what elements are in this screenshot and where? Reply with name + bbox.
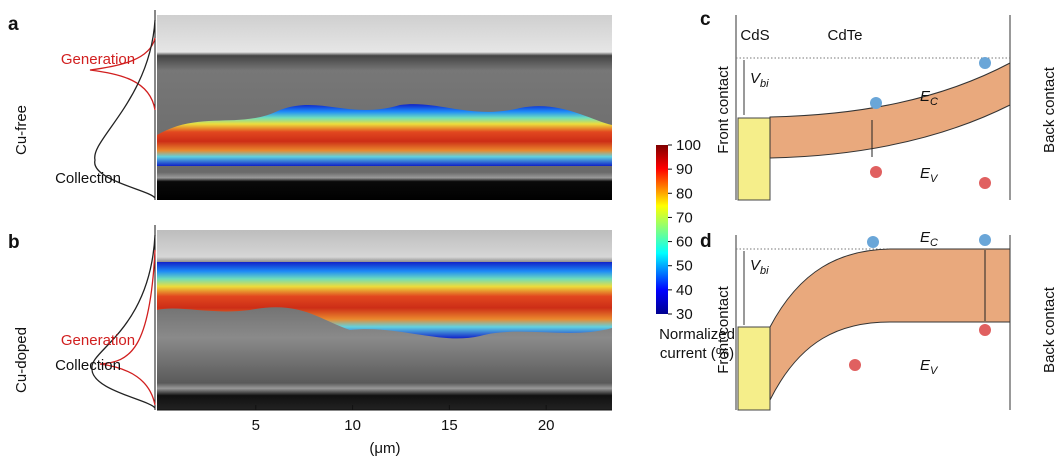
vbi-label: Vbi: [750, 257, 769, 277]
colorbar-tick-label: 60: [676, 234, 693, 251]
colorbar-tick-label: 70: [676, 209, 693, 226]
colorbar-label: Normalized: [659, 326, 735, 343]
sample-label: Cu-free: [13, 105, 30, 155]
band-diagram: c CdS CdTe Front contact Back contact Vb…: [700, 9, 1058, 201]
contact-label: Back contact: [1041, 66, 1058, 153]
vbi-label: Vbi: [750, 70, 769, 90]
current-map: [157, 262, 612, 339]
sample-label: Cu-doped: [13, 327, 30, 393]
generation-label: Generation: [61, 332, 135, 349]
collection-profile: [94, 19, 156, 199]
colorbar: [656, 145, 668, 314]
colorbar-tick-label: 90: [676, 161, 693, 178]
colorbar-tick-label: 30: [676, 306, 693, 323]
colorbar-tick-label: 40: [676, 282, 693, 299]
generation-profile: [89, 37, 156, 111]
panel-label: c: [700, 9, 711, 30]
x-tick-label: 15: [441, 417, 458, 434]
band-diagram: d Front contact Back contact Vbi EC EV: [700, 229, 1058, 411]
panel-label: a: [8, 14, 19, 35]
panel-label: b: [8, 232, 20, 253]
x-axis-label: (μm): [369, 440, 400, 457]
ev-label: EV: [920, 357, 939, 377]
layer-label: CdS: [740, 27, 769, 44]
collection-profile: [91, 234, 156, 409]
collection-label: Collection: [55, 357, 121, 374]
ec-label: EC: [920, 229, 938, 249]
x-tick-label: 5: [252, 417, 260, 434]
contact-label: Front contact: [715, 285, 732, 373]
generation-label: Generation: [61, 51, 135, 68]
panel-label: d: [700, 231, 712, 252]
contact-label: Front contact: [715, 65, 732, 153]
colorbar-tick-label: 100: [676, 137, 701, 154]
x-tick-label: 10: [344, 417, 361, 434]
colorbar-tick-label: 50: [676, 258, 693, 275]
ec-label: EC: [920, 88, 938, 108]
colorbar-tick-label: 80: [676, 185, 693, 202]
x-tick-label: 20: [538, 417, 555, 434]
colorbar-label: current (%): [660, 345, 734, 362]
current-map: [157, 104, 612, 166]
layer-label: CdTe: [827, 27, 862, 44]
collection-label: Collection: [55, 170, 121, 187]
generation-profile: [99, 249, 156, 406]
ev-label: EV: [920, 165, 939, 185]
contact-label: Back contact: [1041, 286, 1058, 373]
